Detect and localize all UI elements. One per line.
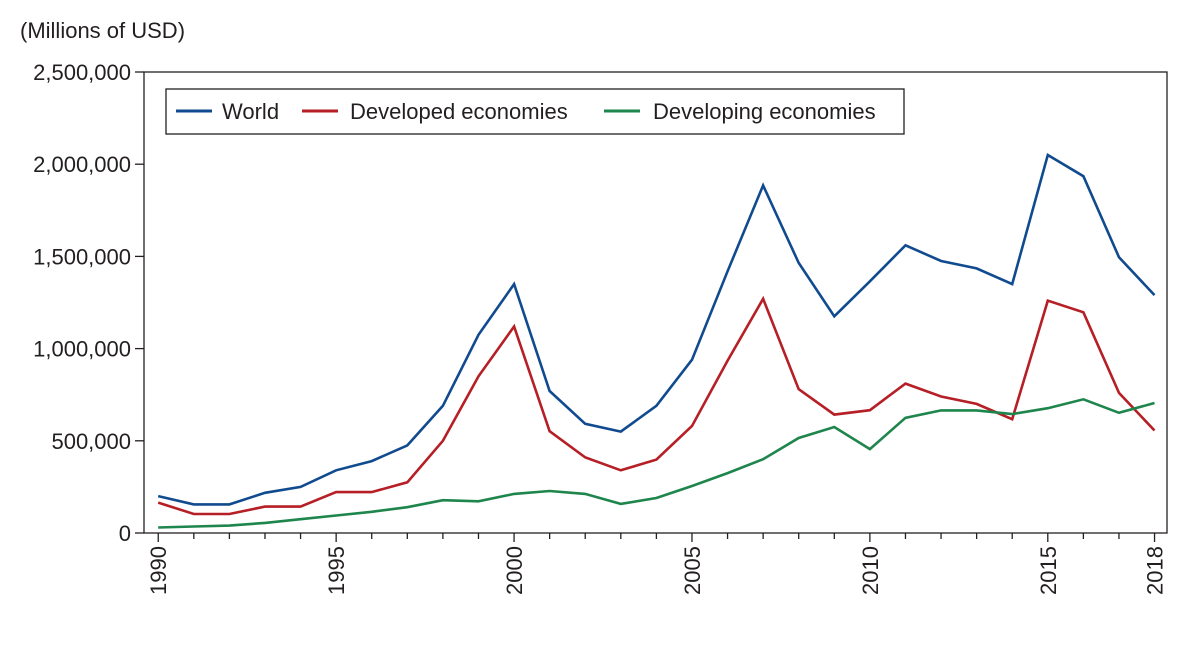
x-tick-label: 2000 <box>502 546 527 595</box>
series-lines <box>157 153 1156 529</box>
x-tick-label: 2010 <box>858 546 883 595</box>
y-tick-label: 2,000,000 <box>33 152 131 177</box>
series-line-world <box>157 153 1156 506</box>
x-tick-label: 2015 <box>1036 546 1061 595</box>
series-line-developing <box>158 397 1155 529</box>
legend-label-world: World <box>222 99 279 124</box>
y-tick-label: 500,000 <box>51 429 131 454</box>
y-tick-label: 1,000,000 <box>33 337 131 362</box>
plot-frame <box>143 71 1168 534</box>
y-axis: 0 500,000 1,000,000 1,500,000 2,000,000 2,500… <box>33 60 144 546</box>
series-line-developed <box>157 295 1156 516</box>
legend: World Developed economies Developing eco… <box>165 88 905 135</box>
unit-label: (Millions of USD) <box>20 18 185 43</box>
x-tick-label: 2005 <box>680 546 705 595</box>
x-tick-label: 1990 <box>146 546 171 595</box>
x-tick-label: 1995 <box>324 546 349 595</box>
y-tick-label: 2,500,000 <box>33 60 131 85</box>
legend-label-developing: Developing economies <box>653 99 876 124</box>
x-tick-label: 2018 <box>1143 546 1168 595</box>
x-axis: 1990 1995 2000 2005 2010 2015 2018 <box>146 533 1168 595</box>
legend-label-developed: Developed economies <box>350 99 568 124</box>
y-tick-label: 0 <box>119 521 131 546</box>
y-tick-label: 1,500,000 <box>33 244 131 269</box>
legend-box <box>165 88 905 135</box>
